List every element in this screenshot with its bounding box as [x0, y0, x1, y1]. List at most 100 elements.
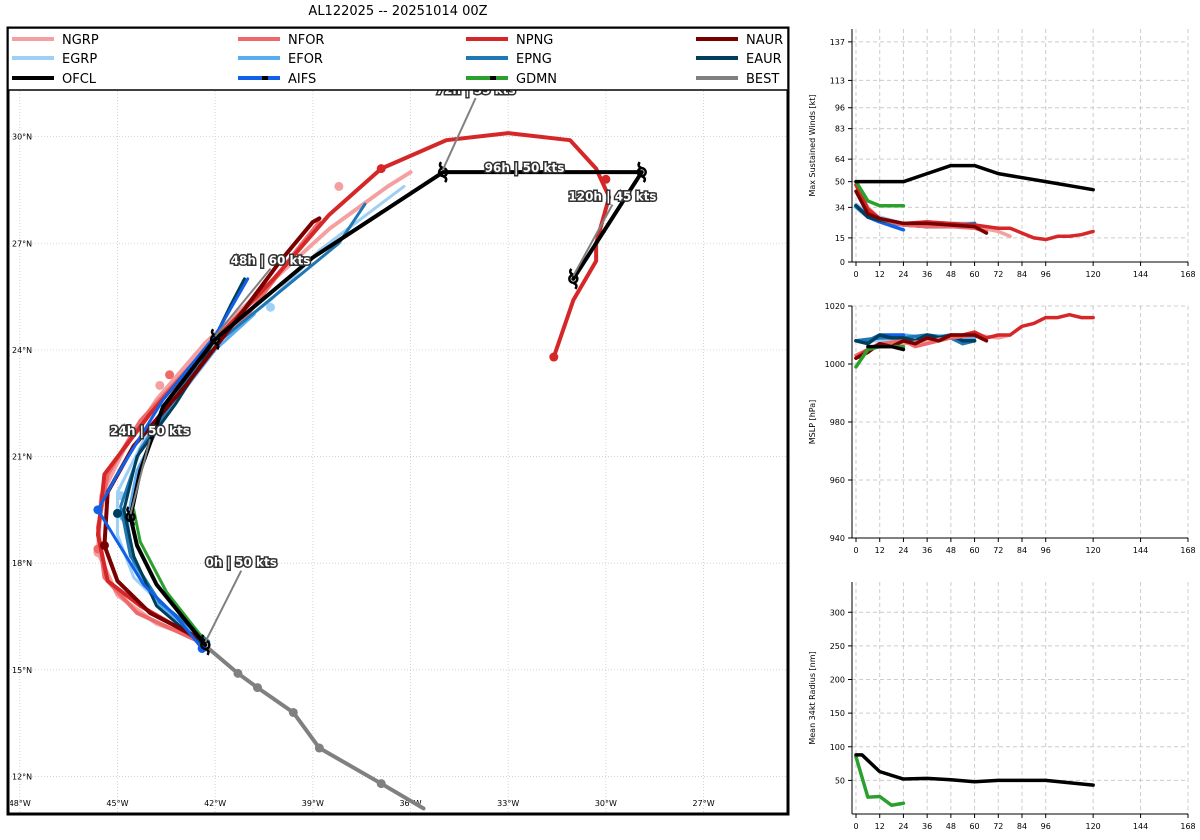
track-point-aifs — [93, 505, 103, 515]
radius-xtick-label: 84 — [1017, 822, 1027, 831]
annotation-leader-line — [214, 267, 272, 337]
map-xtick-label: 48°W — [9, 799, 31, 808]
legend-box — [7, 27, 789, 91]
radius-ytick-label: 200 — [830, 676, 845, 685]
forecast-annotation: 96h | 50 kts — [485, 161, 565, 175]
radius-ytick-label: 50 — [835, 776, 845, 785]
map-ytick-label: 21°N — [12, 453, 32, 462]
track-ngrp — [95, 170, 413, 644]
pressure-xtick-label: 96 — [1041, 546, 1051, 555]
pressure-xtick-label: 84 — [1017, 546, 1027, 555]
pressure-ytick-label: 1000 — [825, 360, 845, 369]
legend-label-nfor: NFOR — [288, 33, 324, 48]
track-point-npng — [601, 174, 611, 184]
map-xtick-label: 39°W — [302, 799, 324, 808]
radius-ytick-label: 100 — [830, 743, 845, 752]
pressure-ytick-label: 960 — [830, 476, 845, 485]
intensity-xtick-label: 96 — [1041, 270, 1051, 279]
legend-label-npng: NPNG — [516, 33, 553, 48]
map-xtick-label: 36°W — [399, 799, 421, 808]
track-point-npng — [376, 164, 386, 174]
legend-label-egrp: EGRP — [62, 52, 97, 67]
radius-ylabel: Mean 34kt Radius [nm] — [808, 651, 817, 744]
map-xtick-label: 42°W — [204, 799, 226, 808]
radius-xtick-label: 120 — [1086, 822, 1101, 831]
intensity-panel: 0 12 24 36 48 60 72 84 96 120 144 168 0 15 34 50 64 83 96 1… — [808, 29, 1196, 279]
track-point-npng — [549, 352, 559, 362]
map-ytick-label: 30°N — [12, 133, 32, 142]
pressure-xtick-label: 24 — [898, 546, 908, 555]
pressure-xtick-label: 120 — [1086, 546, 1101, 555]
map-ytick-label: 18°N — [12, 559, 32, 568]
radius-xtick-label: 12 — [875, 822, 885, 831]
intensity-xtick-label: 72 — [993, 270, 1003, 279]
annotation-leader-line — [572, 204, 614, 277]
track-point-eaur — [112, 508, 122, 518]
legend-label-best: BEST — [746, 72, 779, 87]
intensity-xtick-label: 0 — [853, 270, 858, 279]
radius-xtick-label: 168 — [1180, 822, 1195, 831]
intensity-series-naur — [854, 189, 989, 235]
intensity-xtick-label: 60 — [969, 270, 979, 279]
radius-ytick-label: 300 — [830, 608, 845, 617]
track-point-best — [252, 683, 262, 693]
track-point-best — [376, 779, 386, 789]
track-point-best — [288, 707, 298, 717]
pressure-ytick-label: 1020 — [825, 302, 845, 311]
intensity-ytick-label: 83 — [835, 125, 845, 134]
legend-label-ngrp: NGRP — [62, 33, 99, 48]
map-ytick-label: 24°N — [12, 346, 32, 355]
radius-ytick-label: 250 — [830, 642, 845, 651]
map-ytick-label: 12°N — [12, 772, 32, 781]
intensity-ytick-label: 50 — [835, 178, 845, 187]
track-point-naur — [99, 540, 109, 550]
legend-label-gdmn: GDMN — [516, 72, 557, 87]
pressure-xtick-label: 144 — [1133, 546, 1148, 555]
track-point-ngrp — [334, 181, 344, 191]
pressure-ytick-label: 940 — [830, 534, 845, 543]
storm-symbol-icon — [636, 161, 647, 183]
intensity-ytick-label: 64 — [835, 155, 845, 164]
radius-xtick-label: 60 — [969, 822, 979, 831]
legend-label-eaur: EAUR — [746, 52, 782, 67]
intensity-ytick-label: 113 — [830, 76, 845, 85]
pressure-xtick-label: 36 — [922, 546, 932, 555]
legend-label-naur: NAUR — [746, 33, 783, 48]
figure-title: AL122025 -- 20251014 00Z — [308, 4, 488, 19]
map-legend: NGRP EGRP OFCL NFOR EFOR AIFS NPNG EPNG GDMN NAUR… — [7, 27, 789, 91]
radius-xtick-label: 144 — [1133, 822, 1148, 831]
intensity-xtick-label: 120 — [1086, 270, 1101, 279]
intensity-xtick-label: 84 — [1017, 270, 1027, 279]
radius-series-gdmn — [854, 755, 906, 808]
track-point-egrp — [266, 302, 276, 312]
map-frame — [6, 26, 790, 816]
track-gdmn — [132, 508, 207, 643]
legend-label-aifs: AIFS — [288, 72, 316, 87]
radius-xtick-label: 24 — [898, 822, 908, 831]
intensity-series-ofcl — [854, 163, 1095, 192]
radius-xtick-label: 72 — [993, 822, 1003, 831]
radius-series-ofcl — [854, 753, 1095, 787]
forecast-annotation: 0h | 50 kts — [206, 556, 277, 570]
intensity-xtick-label: 12 — [875, 270, 885, 279]
intensity-series-gdmn — [854, 179, 906, 208]
pressure-xtick-label: 12 — [875, 546, 885, 555]
map-xtick-label: 33°W — [497, 799, 519, 808]
forecast-annotation: 24h | 50 kts — [110, 424, 190, 438]
track-point-best — [314, 743, 324, 753]
intensity-series-ngrp — [854, 183, 1012, 239]
intensity-xtick-label: 144 — [1133, 270, 1148, 279]
intensity-ytick-label: 15 — [835, 234, 845, 243]
intensity-ytick-label: 0 — [840, 258, 845, 267]
intensity-xtick-label: 36 — [922, 270, 932, 279]
annotation-leader-line — [204, 570, 243, 643]
pressure-xtick-label: 0 — [853, 546, 858, 555]
legend-label-efor: EFOR — [288, 52, 323, 67]
pressure-xtick-label: 72 — [993, 546, 1003, 555]
radius-xtick-label: 48 — [946, 822, 956, 831]
track-ofcl — [128, 170, 644, 647]
map-xtick-label: 30°W — [595, 799, 617, 808]
pressure-xtick-label: 60 — [969, 546, 979, 555]
track-point-best — [233, 668, 243, 678]
